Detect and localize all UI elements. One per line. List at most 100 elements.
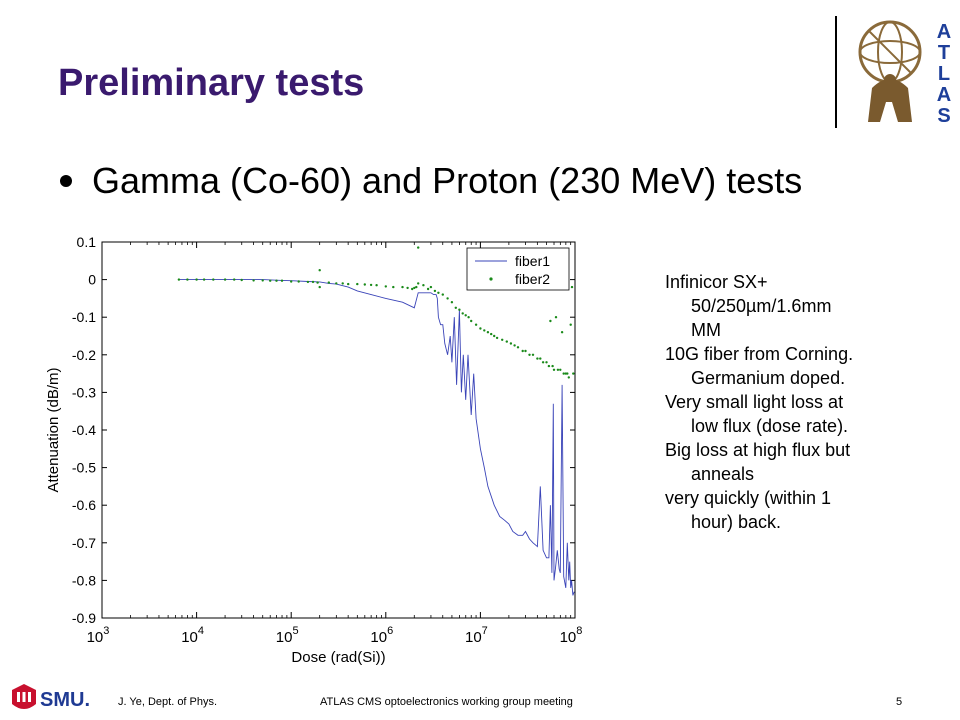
smu-crest-icon [12,684,36,709]
fiber2-point [461,312,464,315]
fiber2-point [195,278,198,281]
note-line: MM [691,320,721,340]
attenuation-chart: 0.1 0 -0.1 -0.2 -0.3 -0.4 -0.5 -0.6 -0.7 -0.8 -0.9… [45,234,583,665]
fiber2-point [406,286,409,290]
fiber2-point [474,323,478,326]
y-axis-label: Attenuation (dB/m) [45,367,62,492]
fiber2-point [479,327,482,330]
note-line: hour) back. [691,512,782,532]
fiber2-point [384,285,387,288]
fiber2-point [501,338,504,341]
x-tick-label: 103 [87,625,110,646]
fiber2-point [560,331,564,334]
x-axis-label: Dose (rad(Si)) [291,649,385,665]
y-tick-label: -0.8 [72,572,96,588]
fiber2-point [572,372,575,375]
fiber2-point [513,344,516,347]
note-line: very quickly (within 1 [665,488,832,508]
fiber2-point [426,287,430,291]
note-line: anneals [691,464,755,484]
fiber2-point [375,284,378,287]
fiber2-point [562,372,565,375]
x-tick-label: 107 [465,625,488,646]
note-line: 50/250µm/1.6mm [691,296,832,316]
note-line: low flux (dose rate). [691,416,849,436]
series-fiber1-line [178,279,575,596]
y-tick-label: -0.3 [72,384,96,400]
fiber2-point [437,291,440,294]
fiber2-point [570,285,574,289]
fiber2-point [417,282,420,285]
atlas-letter: T [938,42,950,64]
y-tick-label: -0.5 [72,460,96,476]
fiber2-point [275,279,278,282]
fiber2-point [186,278,189,281]
fiber2-point [528,353,531,356]
fiber2-point [556,368,560,371]
header-divider [835,16,837,128]
fiber2-point [411,287,414,291]
fiber2-point [290,280,293,283]
note-line: Germanium doped. [691,368,846,388]
fiber2-point [549,319,552,323]
fiber2-point [297,280,300,283]
fiber2-point [422,284,425,287]
fiber2-point [566,372,569,375]
bullet-dot-icon [60,175,72,187]
fiber2-point [470,319,473,323]
atlas-letter: A [937,84,951,106]
fiber2-point [509,342,513,345]
x-tick-label: 108 [560,625,583,646]
fiber2-point [429,285,433,289]
fiber2-point [223,278,227,281]
fiber2-point [433,289,437,293]
fiber2-point [347,282,350,286]
fiber2-point [318,285,321,289]
fiber2-point [569,323,572,326]
fiber2-point [541,361,545,364]
fiber2-point [467,316,470,319]
page-number: 5 [896,696,903,708]
fiber2-point [316,281,319,284]
fiber2-point [356,282,359,286]
note-line: Big loss at high flux but [665,440,851,460]
x-axis: 103 104 105 106 107 108 [87,242,583,646]
atlas-letter: S [937,105,950,127]
legend-fiber2-swatch [489,277,493,281]
footer-author: J. Ye, Dept. of Phys. [118,696,218,708]
fiber2-point [495,336,499,340]
fiber2-point [454,306,457,309]
slide-title: Preliminary tests [58,62,365,104]
fiber2-point [240,278,243,282]
fiber2-point [483,329,486,332]
fiber2-point [505,340,508,343]
smu-logo: SMU. [12,684,90,711]
fiber2-point [531,353,535,356]
y-tick-label: 0 [88,272,96,288]
x-tick-label: 104 [181,625,204,646]
fiber2-point [417,246,420,249]
legend-box [466,247,570,291]
fiber2-point [415,285,418,289]
fiber2-point [458,308,461,311]
fiber2-point [341,282,344,285]
fiber2-point [552,368,556,371]
fiber2-point [327,281,330,284]
fiber2-point [233,278,236,281]
y-tick-label: 0.1 [77,234,97,250]
fiber2-point [212,278,215,281]
fiber2-point [202,278,206,281]
smu-wordmark: SMU. [40,689,90,711]
atlas-letter: L [938,63,950,85]
fiber2-point [464,314,467,317]
fiber2-point [318,269,321,272]
x-tick-label: 106 [370,625,393,646]
fiber2-point [545,361,548,364]
y-tick-label: -0.2 [72,347,96,363]
fiber2-point [269,279,272,282]
legend-fiber2-label: fiber2 [515,271,550,287]
fiber2-point [536,357,539,360]
fiber2-point [516,346,520,349]
bullet-text: Gamma (Co-60) and Proton (230 MeV) tests [92,160,803,201]
